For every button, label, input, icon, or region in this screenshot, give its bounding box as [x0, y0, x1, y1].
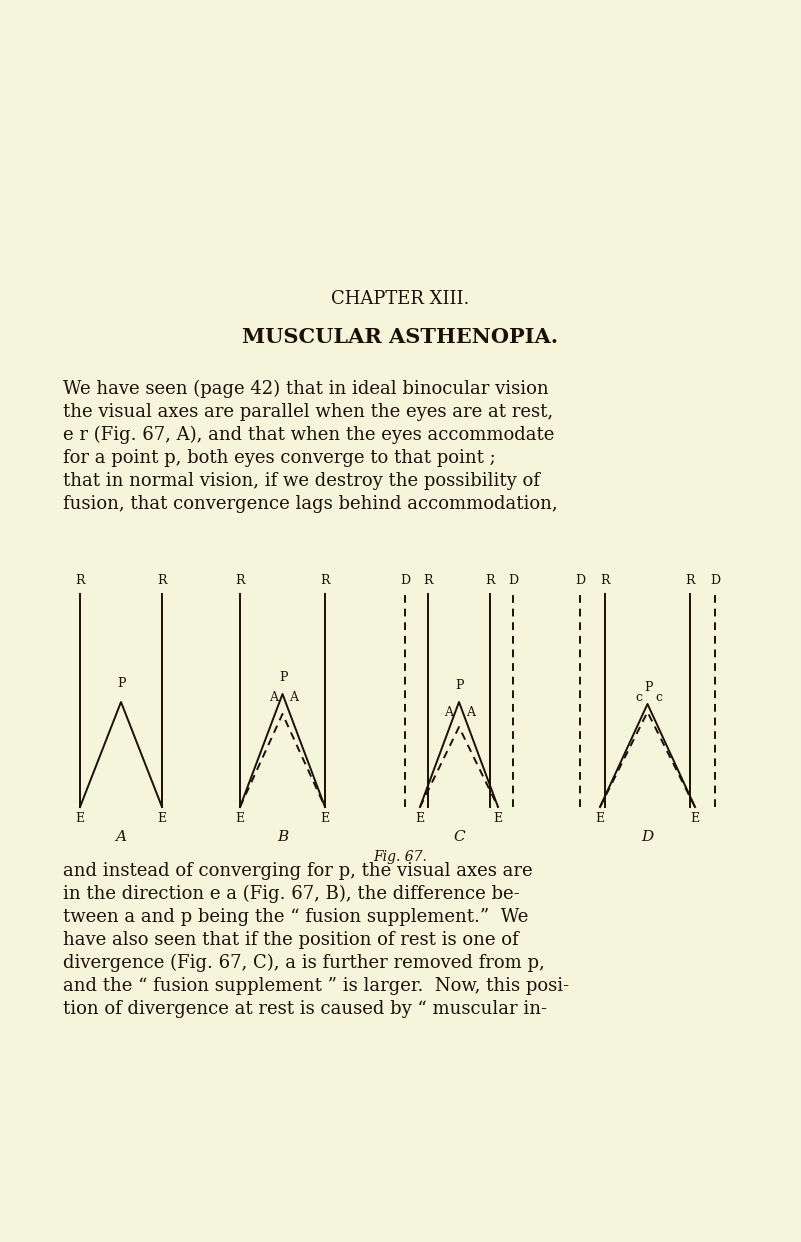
Text: A: A: [115, 830, 127, 845]
Text: R: R: [235, 574, 245, 587]
Text: E: E: [493, 812, 502, 825]
Text: in the direction e a (Fig. 67, B), the difference be-: in the direction e a (Fig. 67, B), the d…: [63, 886, 520, 903]
Text: and instead of converging for p, the visual axes are: and instead of converging for p, the vis…: [63, 862, 533, 881]
Text: MUSCULAR ASTHENOPIA.: MUSCULAR ASTHENOPIA.: [242, 327, 558, 347]
Text: A: A: [466, 705, 476, 719]
Text: C: C: [453, 830, 465, 845]
Text: for a point p, both eyes converge to that point ;: for a point p, both eyes converge to tha…: [63, 450, 496, 467]
Text: R: R: [600, 574, 610, 587]
Text: A: A: [445, 705, 453, 719]
Text: R: R: [320, 574, 330, 587]
Text: R: R: [157, 574, 167, 587]
Text: P: P: [280, 671, 288, 684]
Text: We have seen (page 42) that in ideal binocular vision: We have seen (page 42) that in ideal bin…: [63, 380, 549, 399]
Text: E: E: [690, 812, 699, 825]
Text: R: R: [685, 574, 694, 587]
Text: CHAPTER XIII.: CHAPTER XIII.: [331, 289, 469, 308]
Text: R: R: [423, 574, 433, 587]
Text: the visual axes are parallel when the eyes are at rest,: the visual axes are parallel when the ey…: [63, 402, 553, 421]
Text: E: E: [158, 812, 167, 825]
Text: that in normal vision, if we destroy the possibility of: that in normal vision, if we destroy the…: [63, 472, 540, 491]
Text: P: P: [644, 681, 653, 694]
Text: tion of divergence at rest is caused by “ muscular in-: tion of divergence at rest is caused by …: [63, 1000, 547, 1018]
Text: E: E: [320, 812, 329, 825]
Text: D: D: [508, 574, 518, 587]
Text: R: R: [75, 574, 85, 587]
Text: divergence (Fig. 67, C), a is further removed from p,: divergence (Fig. 67, C), a is further re…: [63, 954, 545, 972]
Text: tween a and p being the “ fusion supplement.”  We: tween a and p being the “ fusion supplem…: [63, 908, 529, 927]
Text: D: D: [642, 830, 654, 845]
Text: and the “ fusion supplement ” is larger.  Now, this posi-: and the “ fusion supplement ” is larger.…: [63, 977, 570, 995]
Text: P: P: [456, 679, 465, 692]
Text: E: E: [235, 812, 244, 825]
Text: D: D: [400, 574, 410, 587]
Text: E: E: [416, 812, 425, 825]
Text: D: D: [575, 574, 585, 587]
Text: E: E: [75, 812, 85, 825]
Text: A: A: [289, 691, 298, 704]
Text: P: P: [118, 677, 127, 691]
Text: B: B: [277, 830, 288, 845]
Text: R: R: [485, 574, 495, 587]
Text: c: c: [655, 691, 662, 704]
Text: e r (Fig. 67, A), and that when the eyes accommodate: e r (Fig. 67, A), and that when the eyes…: [63, 426, 554, 445]
Text: fusion, that convergence lags behind accommodation,: fusion, that convergence lags behind acc…: [63, 496, 557, 513]
Text: have also seen that if the position of rest is one of: have also seen that if the position of r…: [63, 932, 518, 949]
Text: D: D: [710, 574, 720, 587]
Text: Fig. 67.: Fig. 67.: [373, 850, 427, 864]
Text: E: E: [595, 812, 605, 825]
Text: A: A: [269, 691, 278, 704]
Text: c: c: [635, 691, 642, 704]
